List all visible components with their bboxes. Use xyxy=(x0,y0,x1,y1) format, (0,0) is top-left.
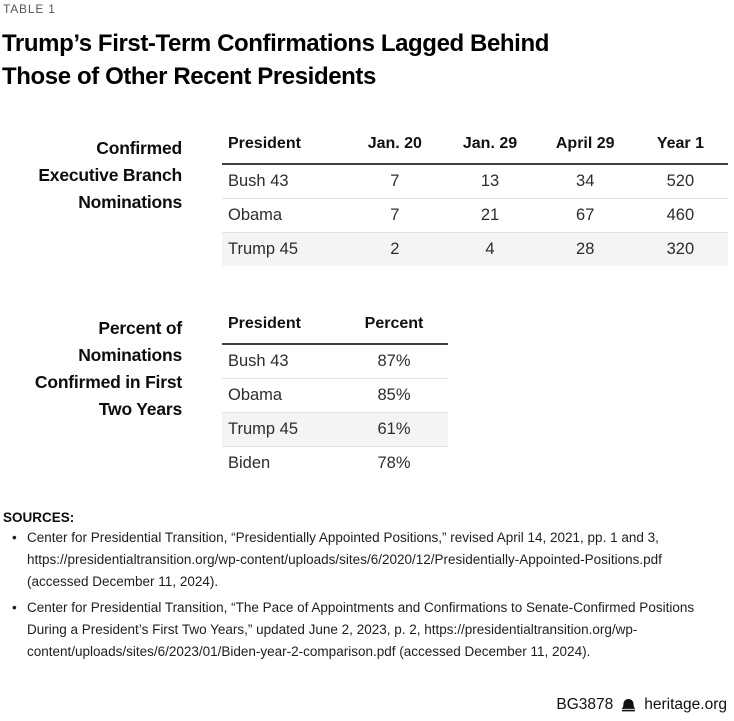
value-cell: 7 xyxy=(390,172,400,190)
percent-table-wrap: President Percent Bush 43 87% Obama 85% … xyxy=(222,312,448,480)
president-cell: Trump 45 xyxy=(228,240,298,258)
table-header-row: President Jan. 20 Jan. 29 April 29 Year … xyxy=(222,132,728,164)
table-row-trump45-highlighted: Trump 45 2 4 28 320 xyxy=(222,232,728,266)
table-header-row: President Percent xyxy=(222,312,448,344)
page-title: Trump’s First-Term Confirmations Lagged … xyxy=(2,30,549,90)
footer: BG3878 heritage.org xyxy=(556,696,727,714)
column-header-jan20: Jan. 20 xyxy=(367,135,422,152)
value-cell: 34 xyxy=(576,172,595,190)
table-row-trump45-highlighted: Trump 45 61% xyxy=(222,412,448,447)
president-cell: Bush 43 xyxy=(228,352,289,370)
president-cell: Trump 45 xyxy=(228,420,298,438)
president-cell: Obama xyxy=(228,206,283,224)
president-cell: Bush 43 xyxy=(228,172,289,190)
president-cell: Obama xyxy=(228,386,283,404)
sources-section: SOURCES: Center for Presidential Transit… xyxy=(3,510,729,667)
value-cell: 28 xyxy=(576,240,595,258)
footer-site: heritage.org xyxy=(644,696,727,713)
value-cell: 320 xyxy=(666,240,695,258)
table-row-obama: Obama 85% xyxy=(222,378,448,413)
column-header-percent: Percent xyxy=(364,315,424,332)
value-cell: 13 xyxy=(480,172,500,190)
column-header-president: President xyxy=(228,135,301,152)
table-number-label: TABLE 1 xyxy=(3,2,56,16)
column-header-april29: April 29 xyxy=(555,135,615,152)
value-cell: 4 xyxy=(485,240,495,258)
column-header-jan29: Jan. 29 xyxy=(462,135,518,152)
table-row-biden: Biden 78% xyxy=(222,446,448,481)
sources-list: Center for Presidential Transition, “Pre… xyxy=(3,527,729,663)
percent-confirmed-section: Percent of Nominations Confirmed in Firs… xyxy=(0,312,728,480)
confirmations-section: Confirmed Executive Branch Nominations P… xyxy=(0,132,728,266)
value-cell: 67 xyxy=(576,206,595,224)
percent-cell: 85% xyxy=(377,386,411,404)
confirmations-table-wrap: President Jan. 20 Jan. 29 April 29 Year … xyxy=(222,132,728,266)
value-cell: 520 xyxy=(666,172,695,190)
table-row-bush43: Bush 43 87% xyxy=(222,344,448,379)
table-row-obama: Obama 7 21 67 460 xyxy=(222,198,728,233)
value-cell: 2 xyxy=(390,240,400,258)
value-cell: 460 xyxy=(666,206,695,224)
confirmations-table: President Jan. 20 Jan. 29 April 29 Year … xyxy=(222,132,728,266)
report-id: BG3878 xyxy=(556,696,614,713)
table-row-bush43: Bush 43 7 13 34 520 xyxy=(222,164,728,199)
percent-table: President Percent Bush 43 87% Obama 85% … xyxy=(222,312,448,480)
percent-cell: 61% xyxy=(377,420,411,438)
percent-table-label: Percent of Nominations Confirmed in Firs… xyxy=(34,318,182,419)
percent-cell: 78% xyxy=(377,454,411,472)
column-header-president: President xyxy=(228,315,301,332)
president-cell: Biden xyxy=(228,454,271,472)
heritage-bell-icon xyxy=(620,698,637,712)
value-cell: 21 xyxy=(480,206,500,224)
value-cell: 7 xyxy=(390,206,400,224)
sources-heading: SOURCES: xyxy=(3,510,75,525)
percent-cell: 87% xyxy=(377,352,411,370)
source-item: Center for Presidential Transition, “The… xyxy=(3,597,721,663)
column-header-year1: Year 1 xyxy=(656,135,704,152)
confirmations-table-label: Confirmed Executive Branch Nominations xyxy=(38,138,182,212)
source-item: Center for Presidential Transition, “Pre… xyxy=(3,527,721,593)
